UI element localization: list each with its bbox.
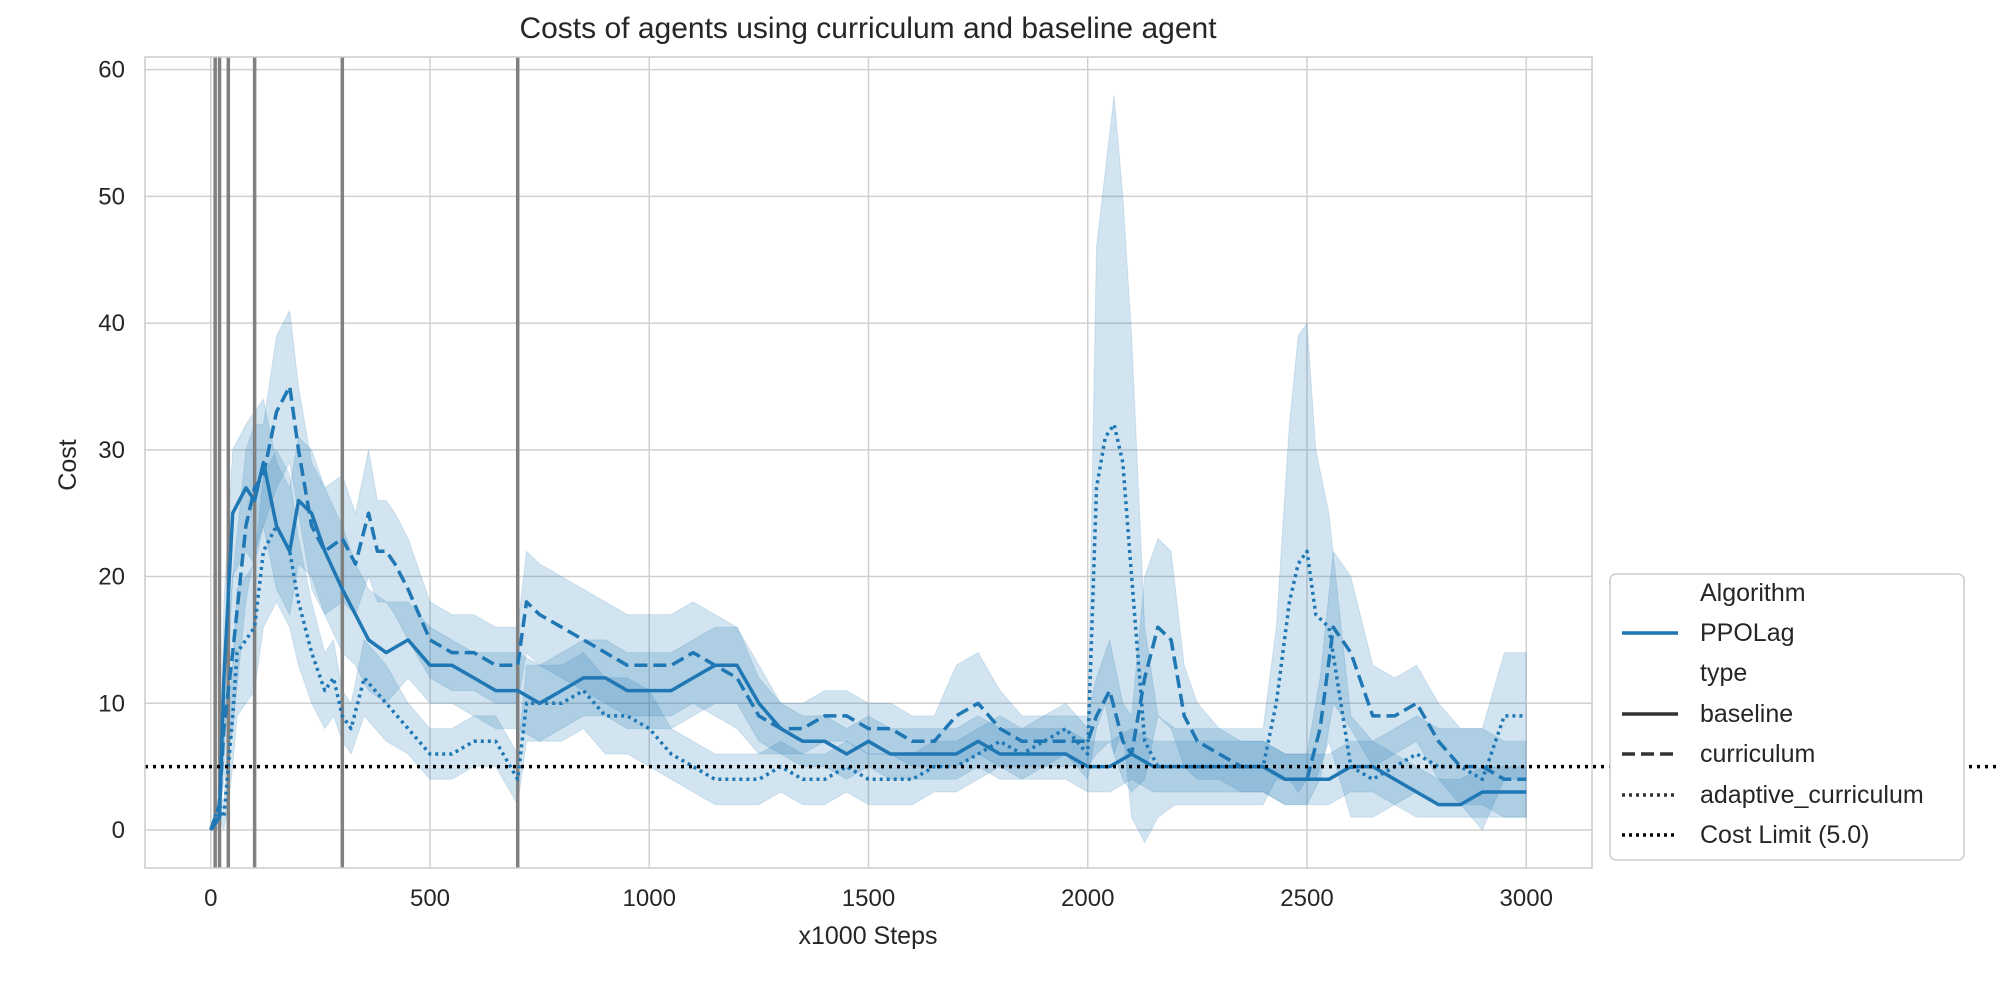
- x-tick-label: 2500: [1280, 885, 1333, 912]
- y-tick-label: 50: [98, 183, 125, 210]
- series-lines: [209, 384, 1527, 831]
- y-tick-label: 20: [98, 564, 125, 591]
- legend-baseline-label: baseline: [1700, 700, 1793, 728]
- legend: Algorithm PPOLag type baseline curriculu…: [1609, 573, 1965, 861]
- series-line-adaptive_curriculum: [209, 422, 1527, 831]
- legend-adaptive-label: adaptive_curriculum: [1700, 781, 1924, 809]
- x-tick-label: 1500: [842, 885, 895, 912]
- curriculum-change-lines: [213, 57, 520, 868]
- x-tick-label: 0: [204, 885, 217, 912]
- legend-curriculum-label: curriculum: [1700, 740, 1815, 768]
- y-tick-label: 60: [98, 57, 125, 84]
- x-tick-label: 500: [410, 885, 450, 912]
- x-tick-label: 3000: [1500, 885, 1553, 912]
- grid: [145, 57, 1592, 868]
- series-line-curriculum: [209, 384, 1527, 831]
- x-tick-label: 1000: [623, 885, 676, 912]
- legend-box: [1609, 573, 1965, 861]
- chart-title: Costs of agents using curriculum and bas…: [519, 12, 1217, 45]
- legend-ppolag-label: PPOLag: [1700, 619, 1795, 647]
- y-axis-label: Cost: [54, 439, 82, 490]
- legend-cost-limit-label: Cost Limit (5.0): [1700, 821, 1869, 849]
- legend-algorithm-header: Algorithm: [1700, 579, 1806, 607]
- y-tick-label: 40: [98, 310, 125, 337]
- x-tick-label: 2000: [1061, 885, 1114, 912]
- x-axis-label: x1000 Steps: [799, 922, 938, 950]
- legend-type-header: type: [1700, 659, 1747, 687]
- y-tick-label: 10: [98, 690, 125, 717]
- y-tick-label: 30: [98, 437, 125, 464]
- y-tick-label: 0: [112, 817, 125, 844]
- tick-labels: 0 500 1000 1500 2000 2500 3000 0 10 20 30 40 50 60: [98, 57, 1553, 912]
- plot-frame: [144, 56, 1593, 869]
